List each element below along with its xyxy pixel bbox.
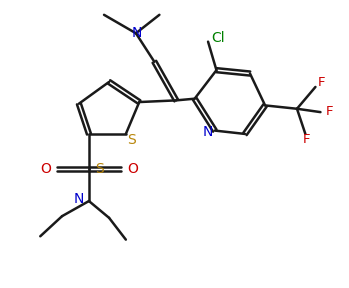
Text: N: N xyxy=(202,125,213,139)
Text: F: F xyxy=(326,105,333,118)
Text: S: S xyxy=(127,133,136,147)
Text: N: N xyxy=(74,192,84,206)
Text: S: S xyxy=(95,162,104,176)
Text: O: O xyxy=(40,162,51,176)
Text: F: F xyxy=(302,133,310,147)
Text: F: F xyxy=(318,76,326,90)
Text: O: O xyxy=(127,162,138,176)
Text: Cl: Cl xyxy=(211,31,225,45)
Text: N: N xyxy=(131,26,142,39)
